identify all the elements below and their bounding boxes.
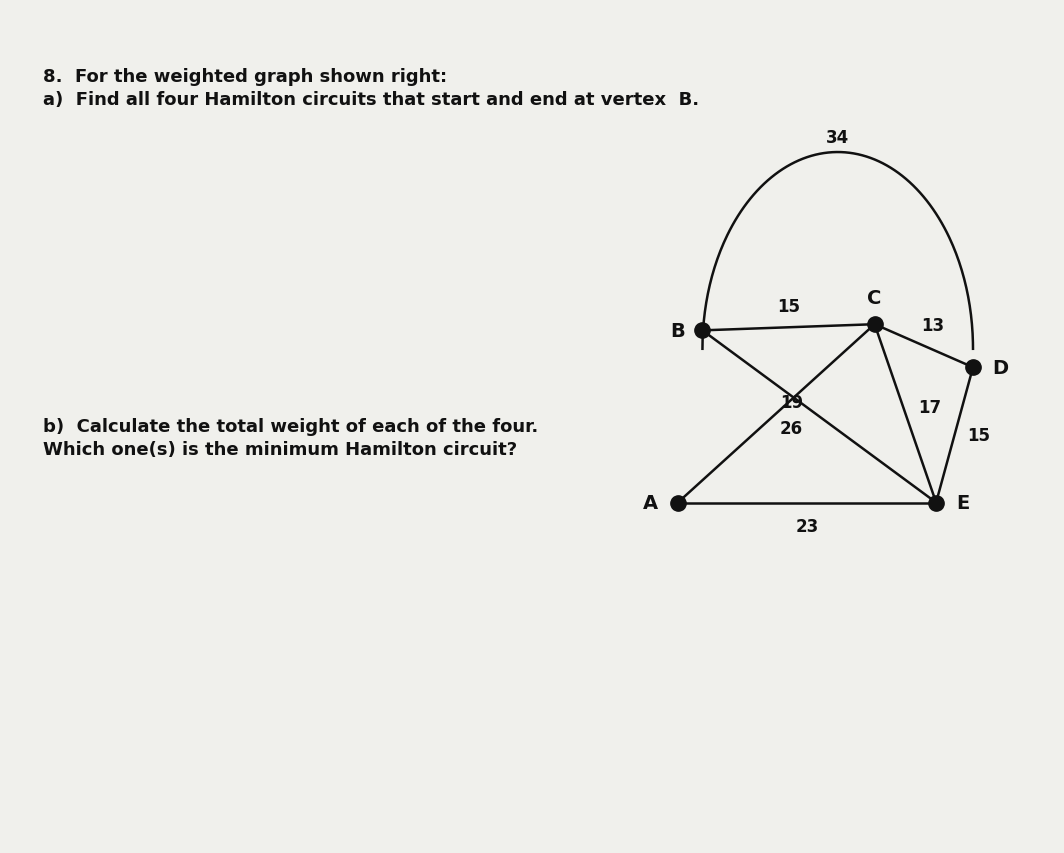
Text: a)  Find all four Hamilton circuits that start and end at vertex  B.: a) Find all four Hamilton circuits that … xyxy=(43,91,699,109)
Text: D: D xyxy=(992,358,1008,377)
Text: Which one(s) is the minimum Hamilton circuit?: Which one(s) is the minimum Hamilton cir… xyxy=(43,440,517,458)
Text: 8.  For the weighted graph shown right:: 8. For the weighted graph shown right: xyxy=(43,68,447,86)
Text: 23: 23 xyxy=(796,517,818,535)
Text: 17: 17 xyxy=(918,398,942,417)
Text: 15: 15 xyxy=(967,426,991,444)
Text: 15: 15 xyxy=(777,298,800,316)
Text: 26: 26 xyxy=(780,420,802,438)
Text: A: A xyxy=(644,493,659,513)
Text: 13: 13 xyxy=(920,316,944,334)
Text: 19: 19 xyxy=(781,393,803,411)
Text: C: C xyxy=(867,288,882,307)
Text: b)  Calculate the total weight of each of the four.: b) Calculate the total weight of each of… xyxy=(43,418,537,436)
Text: 34: 34 xyxy=(826,129,849,147)
Text: E: E xyxy=(957,493,969,513)
Text: B: B xyxy=(670,322,685,340)
